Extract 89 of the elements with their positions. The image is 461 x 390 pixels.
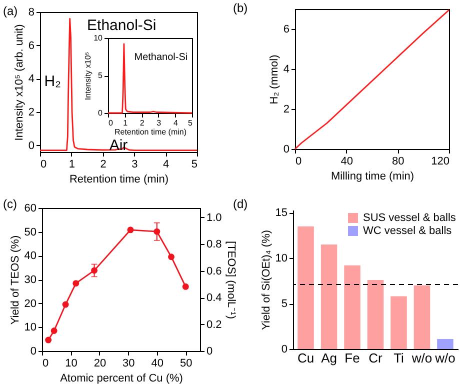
x-tick-label: Ag <box>321 350 337 366</box>
y-tick-label: 20 <box>24 298 36 310</box>
x-tick-label: 80 <box>392 156 404 168</box>
x-tick-label: 1 <box>68 158 75 170</box>
x-axis-title: Retention time (min) <box>114 128 187 136</box>
point <box>62 301 69 308</box>
legend-label: WC vessel & balls <box>363 225 452 237</box>
y-axis-title: Yield of TEOS (%) <box>9 235 22 325</box>
point <box>168 254 175 260</box>
x-tick-label: Cu <box>297 350 314 366</box>
y-tick-label: 6 <box>28 40 34 52</box>
x-tick-label: 5 <box>191 158 198 170</box>
y2-tick-label: 0.8 <box>206 238 222 251</box>
x-tick-label: 10 <box>65 358 78 370</box>
x-tick-label: 0 <box>42 358 49 370</box>
chart-title: (b) <box>233 1 248 15</box>
x-axis-title: Milling time (min) <box>330 170 414 182</box>
x-tick-label: 40 <box>151 358 164 370</box>
bar <box>367 280 384 349</box>
line-series <box>39 18 198 152</box>
y-tick-label: 8 <box>28 6 34 18</box>
chart-title: (c) <box>3 197 17 211</box>
y-axis-title: Yield of Si(OEt)₄ (%) <box>260 230 272 330</box>
annotation: Ethanol-Si <box>87 17 156 34</box>
y-tick-label: 5 <box>281 298 288 310</box>
x-tick-label: 0 <box>296 156 302 168</box>
y-axis-title: H₂ (mmol) <box>268 54 280 104</box>
point <box>45 336 52 344</box>
x-tick-label: 2 <box>140 118 145 128</box>
x-tick-label: 5 <box>188 118 194 128</box>
y-tick-label: 10 <box>94 34 104 42</box>
point <box>127 226 134 234</box>
x-tick-label: Fe <box>344 350 360 366</box>
x-tick-label: 120 <box>431 156 450 168</box>
y2-axis-title: [TEOS] (molL⁻¹) <box>224 241 237 319</box>
point <box>72 280 80 287</box>
y-tick-label: 0 <box>283 144 290 156</box>
y-tick-label: 0 <box>98 108 104 118</box>
x-tick-label: 30 <box>122 358 135 370</box>
x-tick-label: 0 <box>40 158 47 170</box>
x-tick-label: 3 <box>132 158 138 170</box>
x-tick-label: 4 <box>163 158 170 170</box>
y2-tick-label: 0.6 <box>206 265 222 278</box>
x-tick-label: w/o <box>410 350 432 366</box>
x-tick-label: w/o <box>434 350 456 366</box>
y-tick-label: 5 <box>98 71 104 80</box>
chart-title: (a) <box>3 4 18 18</box>
x-axis-title: Retention time (min) <box>69 174 169 186</box>
y-tick-label: 4 <box>283 64 290 76</box>
y-tick-label: 30 <box>24 274 36 286</box>
x-tick-label: 50 <box>180 358 192 370</box>
y-tick-label: 4 <box>28 73 34 86</box>
y2-tick-label: 0.4 <box>206 292 222 304</box>
y-tick-label: 10 <box>275 252 288 265</box>
annotation: Methanol-Si <box>134 52 188 63</box>
y-axis-title: Intensity x10⁵ (arb. unit) <box>13 24 26 141</box>
line-series <box>294 9 450 150</box>
y-tick-label: 6 <box>283 24 290 36</box>
chart-title: (d) <box>233 197 248 211</box>
y-tick-label: 15 <box>275 207 288 220</box>
y-tick-label: 2 <box>28 106 34 118</box>
x-tick-label: 40 <box>340 156 353 168</box>
y-tick-label: 10 <box>24 322 36 334</box>
bar <box>344 265 360 349</box>
y2-tick-label: 1.0 <box>206 212 222 224</box>
x-tick-label: 3 <box>156 118 162 128</box>
x-tick-label: 0 <box>108 118 114 128</box>
annotation: H₂ <box>44 73 62 90</box>
x-tick-label: Ti <box>394 350 404 366</box>
line-series <box>107 43 193 114</box>
bar <box>414 285 430 349</box>
y-tick-label: 0 <box>28 140 34 152</box>
y-tick-label: 50 <box>24 226 36 238</box>
x-axis-title: Atomic percent of Cu (%) <box>60 372 183 384</box>
bar <box>320 244 338 349</box>
x-tick-label: 4 <box>173 118 178 128</box>
bar <box>437 339 454 349</box>
y-tick-label: 40 <box>24 250 36 262</box>
x-tick-label: 1 <box>123 118 128 128</box>
y-tick-label: 2 <box>283 104 290 116</box>
bar <box>390 296 407 349</box>
y-tick-label: 60 <box>24 202 36 214</box>
y2-tick-label: 0.2 <box>206 318 222 331</box>
point <box>50 328 58 334</box>
point <box>182 283 189 290</box>
bar <box>298 226 314 349</box>
y-axis-title: Intensity x10⁵ <box>84 52 93 100</box>
legend-label: SUS vessel & balls <box>363 212 456 224</box>
x-tick-label: Cr <box>368 350 384 366</box>
